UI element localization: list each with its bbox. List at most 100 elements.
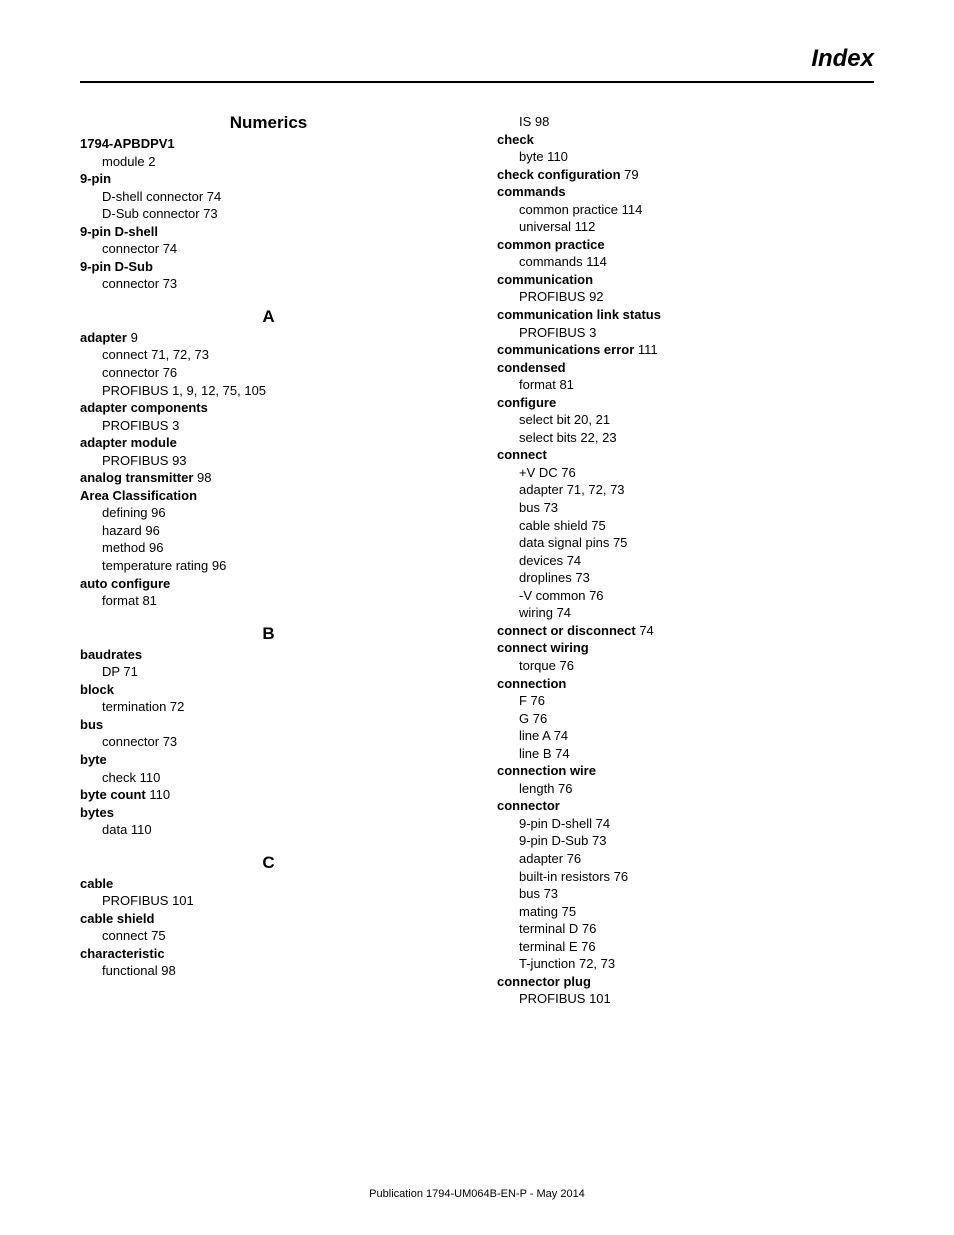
index-term: 1794-APBDPV1 <box>80 135 457 153</box>
index-subentry: data signal pins 75 <box>497 534 874 552</box>
index-term-text: common practice <box>497 237 605 252</box>
index-term: communication link status <box>497 306 874 324</box>
index-subentry: D-Sub connector 73 <box>80 205 457 223</box>
index-term: connection wire <box>497 762 874 780</box>
index-term: condensed <box>497 359 874 377</box>
index-term-text: byte count <box>80 787 146 802</box>
index-subentry: torque 76 <box>497 657 874 675</box>
index-term-text: connection <box>497 676 566 691</box>
index-term: connection <box>497 675 874 693</box>
index-subentry: 9-pin D-shell 74 <box>497 815 874 833</box>
index-term-text: connector <box>497 798 560 813</box>
index-subentry: IS 98 <box>497 113 874 131</box>
index-term-text: Area Classification <box>80 488 197 503</box>
index-subentry: data 110 <box>80 821 457 839</box>
index-subentry: functional 98 <box>80 962 457 980</box>
index-subentry: commands 114 <box>497 253 874 271</box>
index-term-text: connect wiring <box>497 640 589 655</box>
index-term-text: adapter <box>80 330 127 345</box>
index-subentry: termination 72 <box>80 698 457 716</box>
section-letter: B <box>80 624 457 644</box>
index-term-text: 9-pin D-shell <box>80 224 158 239</box>
index-term: common practice <box>497 236 874 254</box>
index-term: bus <box>80 716 457 734</box>
index-subentry: adapter 71, 72, 73 <box>497 481 874 499</box>
index-subentry: cable shield 75 <box>497 517 874 535</box>
index-term-text: communication <box>497 272 593 287</box>
index-subentry: devices 74 <box>497 552 874 570</box>
index-subentry: length 76 <box>497 780 874 798</box>
index-subentry: PROFIBUS 1, 9, 12, 75, 105 <box>80 382 457 400</box>
index-term: 9-pin D-Sub <box>80 258 457 276</box>
index-subentry: T-junction 72, 73 <box>497 955 874 973</box>
index-subentry: connector 76 <box>80 364 457 382</box>
index-term-text: 1794-APBDPV1 <box>80 136 175 151</box>
index-subentry: G 76 <box>497 710 874 728</box>
index-term: adapter 9 <box>80 329 457 347</box>
index-subentry: connector 73 <box>80 733 457 751</box>
index-subentry: PROFIBUS 101 <box>80 892 457 910</box>
index-subentry: select bits 22, 23 <box>497 429 874 447</box>
index-content: Numerics1794-APBDPV1module 29-pinD-shell… <box>0 83 954 1008</box>
index-subentry: PROFIBUS 92 <box>497 288 874 306</box>
index-term-text: condensed <box>497 360 566 375</box>
index-subentry: byte 110 <box>497 148 874 166</box>
index-subentry: wiring 74 <box>497 604 874 622</box>
index-term-text: auto configure <box>80 576 170 591</box>
index-term: connect wiring <box>497 639 874 657</box>
index-subentry: PROFIBUS 93 <box>80 452 457 470</box>
index-term: connector <box>497 797 874 815</box>
index-term: characteristic <box>80 945 457 963</box>
index-subentry: adapter 76 <box>497 850 874 868</box>
index-term-text: check <box>497 132 534 147</box>
index-term-text: characteristic <box>80 946 165 961</box>
index-term: byte count 110 <box>80 786 457 804</box>
index-subentry: line A 74 <box>497 727 874 745</box>
right-column: IS 98checkbyte 110check configuration 79… <box>497 113 874 1008</box>
index-term-text: byte <box>80 752 107 767</box>
index-subentry: defining 96 <box>80 504 457 522</box>
index-term-text: commands <box>497 184 566 199</box>
index-term: connect <box>497 446 874 464</box>
footer-text: Publication 1794-UM064B-EN-P - May 2014 <box>0 1188 954 1200</box>
index-subentry: F 76 <box>497 692 874 710</box>
index-term: baudrates <box>80 646 457 664</box>
index-subentry: -V common 76 <box>497 587 874 605</box>
index-term-text: bytes <box>80 805 114 820</box>
section-letter: Numerics <box>80 113 457 133</box>
index-subentry: droplines 73 <box>497 569 874 587</box>
index-subentry: format 81 <box>80 592 457 610</box>
index-term: check <box>497 131 874 149</box>
index-term-text: adapter module <box>80 435 177 450</box>
index-term: 9-pin <box>80 170 457 188</box>
index-term: cable shield <box>80 910 457 928</box>
index-term: connect or disconnect 74 <box>497 622 874 640</box>
index-term-text: communications error <box>497 342 634 357</box>
index-term: block <box>80 681 457 699</box>
index-term: adapter module <box>80 434 457 452</box>
index-term-text: baudrates <box>80 647 142 662</box>
index-term: cable <box>80 875 457 893</box>
index-subentry: PROFIBUS 3 <box>497 324 874 342</box>
index-subentry: 9-pin D-Sub 73 <box>497 832 874 850</box>
index-term: 9-pin D-shell <box>80 223 457 241</box>
index-subentry: DP 71 <box>80 663 457 681</box>
index-subentry: connect 71, 72, 73 <box>80 346 457 364</box>
index-term: analog transmitter 98 <box>80 469 457 487</box>
index-subentry: connect 75 <box>80 927 457 945</box>
index-subentry: PROFIBUS 101 <box>497 990 874 1008</box>
index-subentry: bus 73 <box>497 499 874 517</box>
index-term-pages: 111 <box>634 342 657 357</box>
index-term-text: cable <box>80 876 113 891</box>
index-term-text: adapter components <box>80 400 208 415</box>
index-term-pages: 110 <box>146 787 170 802</box>
index-term-text: block <box>80 682 114 697</box>
index-subentry: connector 73 <box>80 275 457 293</box>
index-term: connector plug <box>497 973 874 991</box>
section-letter: A <box>80 307 457 327</box>
index-subentry: hazard 96 <box>80 522 457 540</box>
index-subentry: connector 74 <box>80 240 457 258</box>
index-term: commands <box>497 183 874 201</box>
index-subentry: terminal E 76 <box>497 938 874 956</box>
index-term-text: connection wire <box>497 763 596 778</box>
